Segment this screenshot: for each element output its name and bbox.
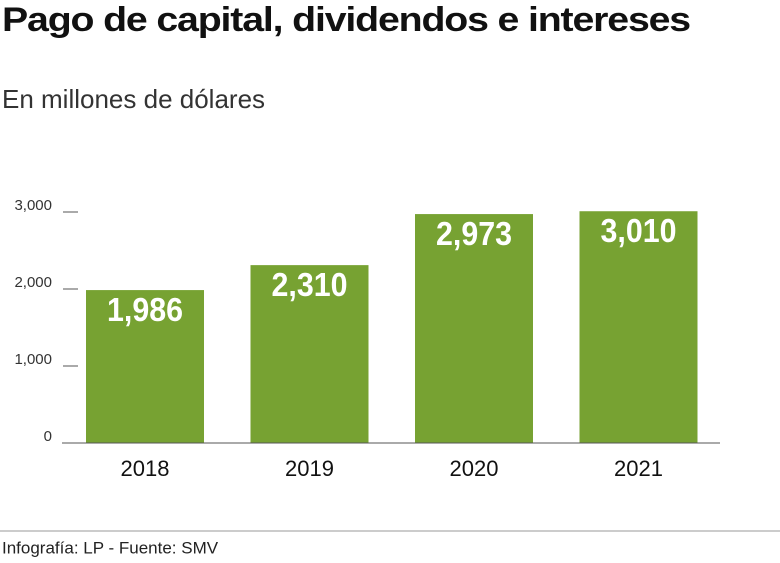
value-label: 3,010 (601, 212, 677, 249)
value-label: 2,310 (272, 266, 348, 303)
y-tick-label: 3,000 (14, 197, 52, 214)
x-tick-label: 2021 (614, 456, 663, 481)
x-tick-label: 2018 (121, 456, 170, 481)
x-tick-label: 2019 (285, 456, 334, 481)
y-tick-label: 0 (44, 428, 52, 445)
chart-subtitle: En millones de dólares (2, 84, 265, 114)
chart-title: Pago de capital, dividendos e intereses (2, 1, 690, 39)
value-label: 2,973 (436, 215, 512, 252)
bar (250, 265, 369, 443)
y-tick-label: 1,000 (14, 351, 52, 368)
bar (415, 214, 533, 443)
y-tick-label: 2,000 (14, 274, 52, 291)
bar (579, 211, 698, 443)
value-label: 1,986 (107, 291, 183, 328)
x-tick-label: 2020 (450, 456, 499, 481)
bar (86, 290, 204, 443)
source: Infografía: LP - Fuente: SMV (2, 538, 219, 557)
